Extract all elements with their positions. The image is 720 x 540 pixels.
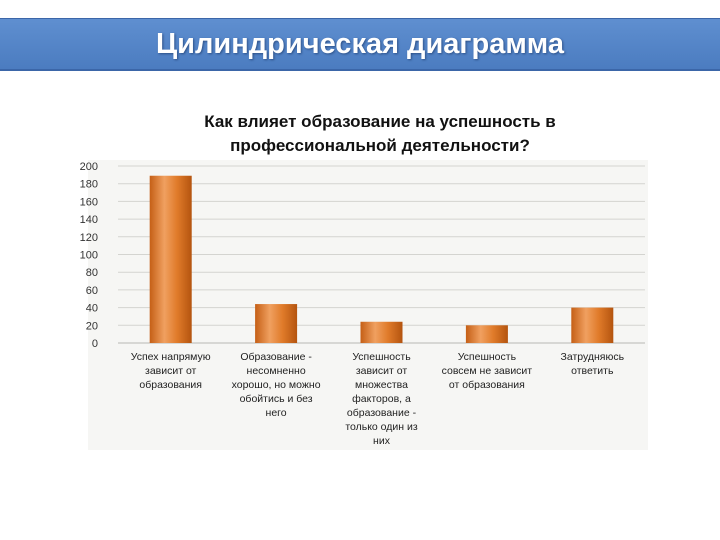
x-category-label-line: Затрудняюсь bbox=[560, 351, 625, 363]
bar bbox=[571, 307, 614, 343]
y-tick-label: 20 bbox=[86, 320, 98, 332]
y-tick-label: 200 bbox=[80, 161, 98, 173]
x-category-label-line: зависит от bbox=[355, 365, 408, 377]
x-category-label-line: множества bbox=[355, 379, 408, 391]
x-category-label-line: Успех напрямую bbox=[130, 351, 211, 363]
y-tick-label: 160 bbox=[80, 196, 98, 208]
x-category-label-line: ответить bbox=[571, 365, 614, 377]
x-category-label-line: образование - bbox=[346, 407, 417, 419]
y-tick-label: 60 bbox=[86, 285, 98, 297]
x-category-label-line: Успешность bbox=[352, 351, 411, 363]
y-tick-label: 80 bbox=[86, 267, 98, 279]
y-tick-label: 40 bbox=[86, 303, 98, 315]
x-category-label-line: факторов, а bbox=[352, 393, 411, 405]
x-category-label-line: обойтись и без bbox=[239, 393, 313, 405]
x-category-label-line: хорошо, но можно bbox=[231, 379, 321, 391]
x-category-label-line: несомненно bbox=[246, 365, 306, 377]
y-tick-label: 140 bbox=[80, 214, 98, 226]
y-tick-label: 100 bbox=[80, 250, 98, 262]
x-category-label: Успешность совсем не зависит от образовани… bbox=[434, 350, 540, 392]
y-tick-label: 180 bbox=[80, 179, 98, 191]
bar bbox=[255, 304, 298, 343]
slide-title: Цилиндрическая диаграмма bbox=[156, 28, 564, 60]
x-category-label-line: зависит от bbox=[145, 365, 197, 377]
x-category-label-line: него bbox=[265, 407, 287, 419]
bar bbox=[149, 175, 192, 343]
bar bbox=[360, 321, 403, 343]
x-category-label: Успешность зависит от множества факторов, а… bbox=[329, 350, 435, 448]
chart-title-line-2: профессиональной деятельности? bbox=[230, 136, 530, 155]
y-tick-label: 120 bbox=[80, 232, 98, 244]
chart-title: Как влияет образование на успешность в п… bbox=[110, 110, 650, 158]
x-category-label-line: только один из bbox=[345, 421, 418, 433]
x-category-label-line: Образование - bbox=[240, 351, 312, 363]
y-tick-label: 0 bbox=[92, 338, 98, 350]
x-category-label-line: совсем не зависит bbox=[441, 365, 533, 377]
x-category-label: Затрудняюсь ответить bbox=[539, 350, 645, 378]
chart-title-line-1: Как влияет образование на успешность в bbox=[204, 112, 556, 131]
title-banner: Цилиндрическая диаграмма bbox=[0, 18, 720, 71]
x-category-label: Успех напрямую зависит от образования bbox=[118, 350, 224, 392]
x-category-label-line: Успешность bbox=[457, 351, 517, 363]
x-category-label-line: образования bbox=[139, 379, 202, 391]
bar bbox=[465, 325, 508, 343]
x-category-label-line: них bbox=[373, 435, 390, 447]
x-category-label: Образование - несомненно хорошо, но можно о… bbox=[223, 350, 329, 420]
x-category-label-line: от образования bbox=[448, 379, 525, 391]
